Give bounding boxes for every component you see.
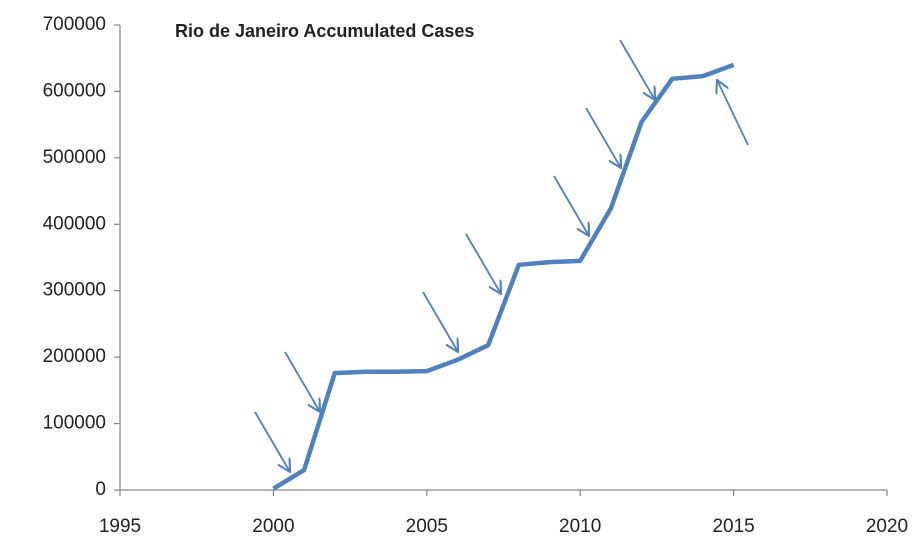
- arrow: [619, 39, 655, 100]
- x-tick-label: 2000: [252, 516, 294, 537]
- y-tick-label: 500000: [43, 147, 106, 168]
- data-line: [272, 62, 735, 491]
- x-tick-label: 2020: [866, 516, 908, 537]
- y-tick-label: 400000: [43, 213, 106, 234]
- y-tick-label: 600000: [43, 80, 106, 101]
- arrow: [254, 411, 290, 472]
- x-tick-label: 2010: [559, 516, 601, 537]
- arrow: [585, 107, 621, 168]
- y-tick-label: 300000: [43, 280, 106, 301]
- x-tick-label: 2005: [406, 516, 448, 537]
- arrow: [553, 175, 589, 236]
- arrow: [717, 80, 749, 146]
- chart-title: Rio de Janeiro Accumulated Cases: [175, 21, 474, 41]
- x-tick-label: 1995: [99, 516, 141, 537]
- y-tick-label: 200000: [43, 346, 106, 367]
- arrow: [284, 351, 320, 412]
- y-tick-label: 700000: [43, 14, 106, 35]
- y-tick-label: 100000: [43, 413, 106, 434]
- arrow: [422, 291, 458, 352]
- y-tick-label: 0: [95, 479, 106, 500]
- x-tick-label: 2015: [712, 516, 754, 537]
- annotation-arrows: [254, 39, 749, 472]
- arrow: [465, 233, 501, 294]
